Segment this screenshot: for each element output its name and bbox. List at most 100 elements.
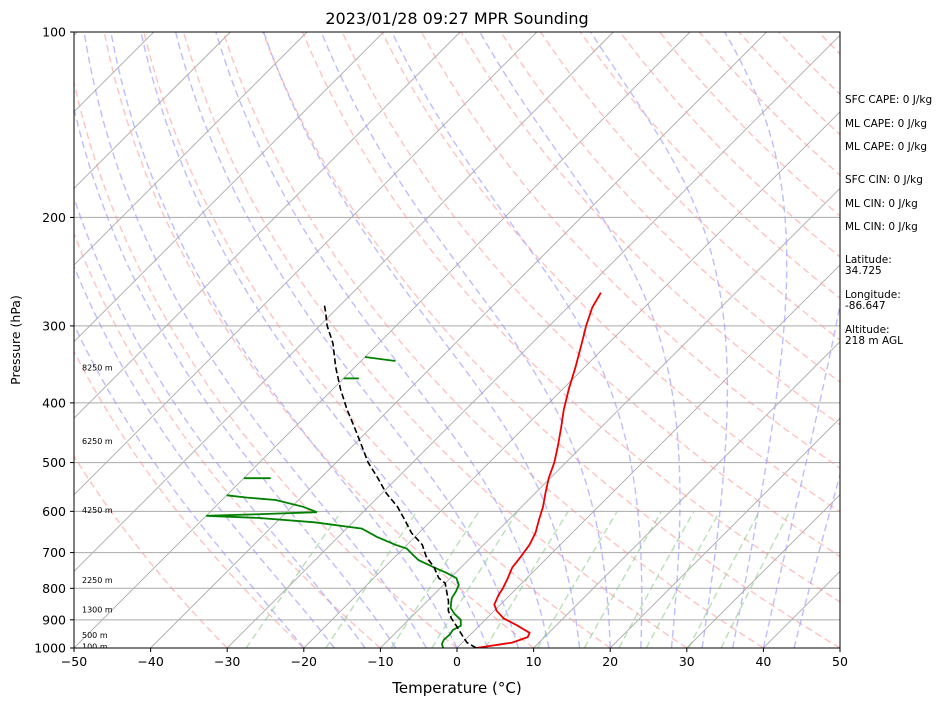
mixing-ratio-line (325, 510, 418, 648)
isotherm-line (0, 32, 1, 648)
y-tick-label: 600 (42, 504, 66, 519)
isotherm-line (74, 32, 614, 573)
mixing-ratio-line (720, 510, 791, 648)
isotherm-line (533, 340, 840, 648)
isotherm-line (74, 32, 538, 496)
isotherm-line (74, 32, 384, 343)
moist-adiabat-line (391, 32, 643, 648)
x-tick-label: −20 (291, 654, 317, 669)
x-axis-label: Temperature (°C) (391, 679, 521, 697)
dry-adiabat-line (74, 349, 305, 648)
moist-adiabat-line (110, 32, 458, 648)
moist-adiabat-line (793, 472, 840, 648)
y-tick-label: 900 (42, 612, 66, 627)
mixing-ratio-line (431, 510, 519, 648)
ml-cin-readout-2: ML CIN: 0 J/kg (845, 221, 918, 233)
mixing-ratio-line (484, 510, 569, 648)
y-tick-label: 200 (42, 210, 66, 225)
altitude-label: Altitude: (845, 324, 890, 336)
mixing-ratio-line (245, 510, 342, 648)
x-tick-label: 50 (832, 654, 848, 669)
height-label: 100 m (82, 642, 108, 651)
y-tick-label: 400 (42, 395, 66, 410)
x-tick-label: −30 (214, 654, 240, 669)
x-tick-label: −50 (61, 654, 87, 669)
ml-cin-readout: ML CIN: 0 J/kg (845, 198, 918, 210)
height-label: 500 m (82, 631, 108, 640)
height-label: 8250 m (82, 363, 113, 372)
temperature-profile-line (476, 292, 602, 648)
ml-cape-readout-2: ML CAPE: 0 J/kg (845, 141, 928, 153)
height-label: 2250 m (82, 576, 113, 585)
latitude-label: Latitude: (845, 254, 892, 266)
isotherm-line (74, 32, 155, 113)
altitude-value: 218 m AGL (845, 335, 903, 347)
dry-adiabat-line (103, 32, 535, 648)
x-tick-label: 10 (526, 654, 542, 669)
isotherm-line (150, 32, 767, 648)
moist-adiabat-line (724, 32, 788, 648)
mixing-ratio-line (583, 510, 663, 648)
dry-adiabat-line (182, 32, 688, 648)
mixing-ratio-line (390, 510, 480, 648)
x-tick-label: 40 (755, 654, 771, 669)
isotherm-line (686, 494, 840, 648)
parcel-profile-line (323, 305, 477, 648)
mixing-ratio-line (645, 510, 721, 648)
ml-cape-readout: ML CAPE: 0 J/kg (845, 118, 928, 130)
dry-adiabat-line (74, 454, 228, 648)
dry-adiabat-line (222, 32, 764, 648)
y-tick-label: 700 (42, 545, 66, 560)
isotherm-line (74, 32, 691, 648)
dry-adiabat-line (500, 32, 840, 384)
moist-adiabat-line (215, 32, 550, 648)
dry-adiabat-line (579, 32, 840, 300)
moist-adiabat-line (74, 323, 305, 648)
mixing-ratio-line (688, 510, 761, 648)
isotherm-line (303, 111, 840, 648)
isotherm-line (380, 187, 840, 648)
sfc-cin-readout: SFC CIN: 0 J/kg (845, 174, 923, 186)
y-axis-label: Pressure (hPa) (8, 295, 23, 385)
x-tick-label: 0 (453, 654, 461, 669)
moist-adiabat-line (140, 32, 489, 648)
dry-adiabat-line (539, 32, 840, 341)
y-tick-label: 300 (42, 318, 66, 333)
dry-adiabat-line (937, 32, 946, 648)
height-label: 4250 m (82, 506, 113, 515)
x-tick-label: −10 (367, 654, 393, 669)
moist-adiabat-line (174, 32, 519, 648)
x-tick-label: −40 (137, 654, 163, 669)
chart-title: 2023/01/28 09:27 MPR Sounding (325, 9, 588, 28)
y-tick-label: 800 (42, 581, 66, 596)
x-tick-label: 30 (679, 654, 695, 669)
height-label: 1300 m (82, 605, 113, 614)
y-tick-label: 1000 (34, 641, 66, 656)
plot-area: 100 m 500 m 1300 m 2250 m 4250 m 6250 m 8250 m (0, 32, 946, 651)
isotherm-line (226, 34, 840, 648)
dry-adiabat-line (262, 32, 840, 648)
dry-adiabat-line (143, 32, 611, 648)
moist-adiabat-line (762, 301, 840, 648)
height-label: 6250 m (82, 437, 113, 446)
isotherm-line (74, 32, 231, 190)
dewpoint-profile-line (206, 494, 462, 648)
moist-adiabat-line (74, 264, 335, 648)
moist-adiabat-line (83, 32, 427, 648)
moist-adiabat-line (74, 105, 397, 648)
sfc-cape-readout: SFC CAPE: 0 J/kg (845, 94, 933, 106)
dry-adiabat-line (301, 32, 840, 603)
y-tick-label: 500 (42, 455, 66, 470)
mixing-ratio-line (618, 510, 695, 648)
moist-adiabat-line (74, 195, 366, 648)
dry-adiabat-line (74, 231, 381, 648)
mixing-ratio-line (536, 510, 618, 648)
isotherm-line (74, 32, 461, 419)
dewpoint-upper-profile-line (364, 356, 396, 362)
axes: −50 −40 −30 −20 −10 0 10 20 30 40 50 100 200 300 400 50… (34, 25, 848, 670)
dry-adiabat-line (460, 32, 840, 426)
isotherm-line (609, 417, 840, 648)
dry-adiabat-line (381, 32, 840, 513)
isotherm-line (74, 32, 308, 266)
